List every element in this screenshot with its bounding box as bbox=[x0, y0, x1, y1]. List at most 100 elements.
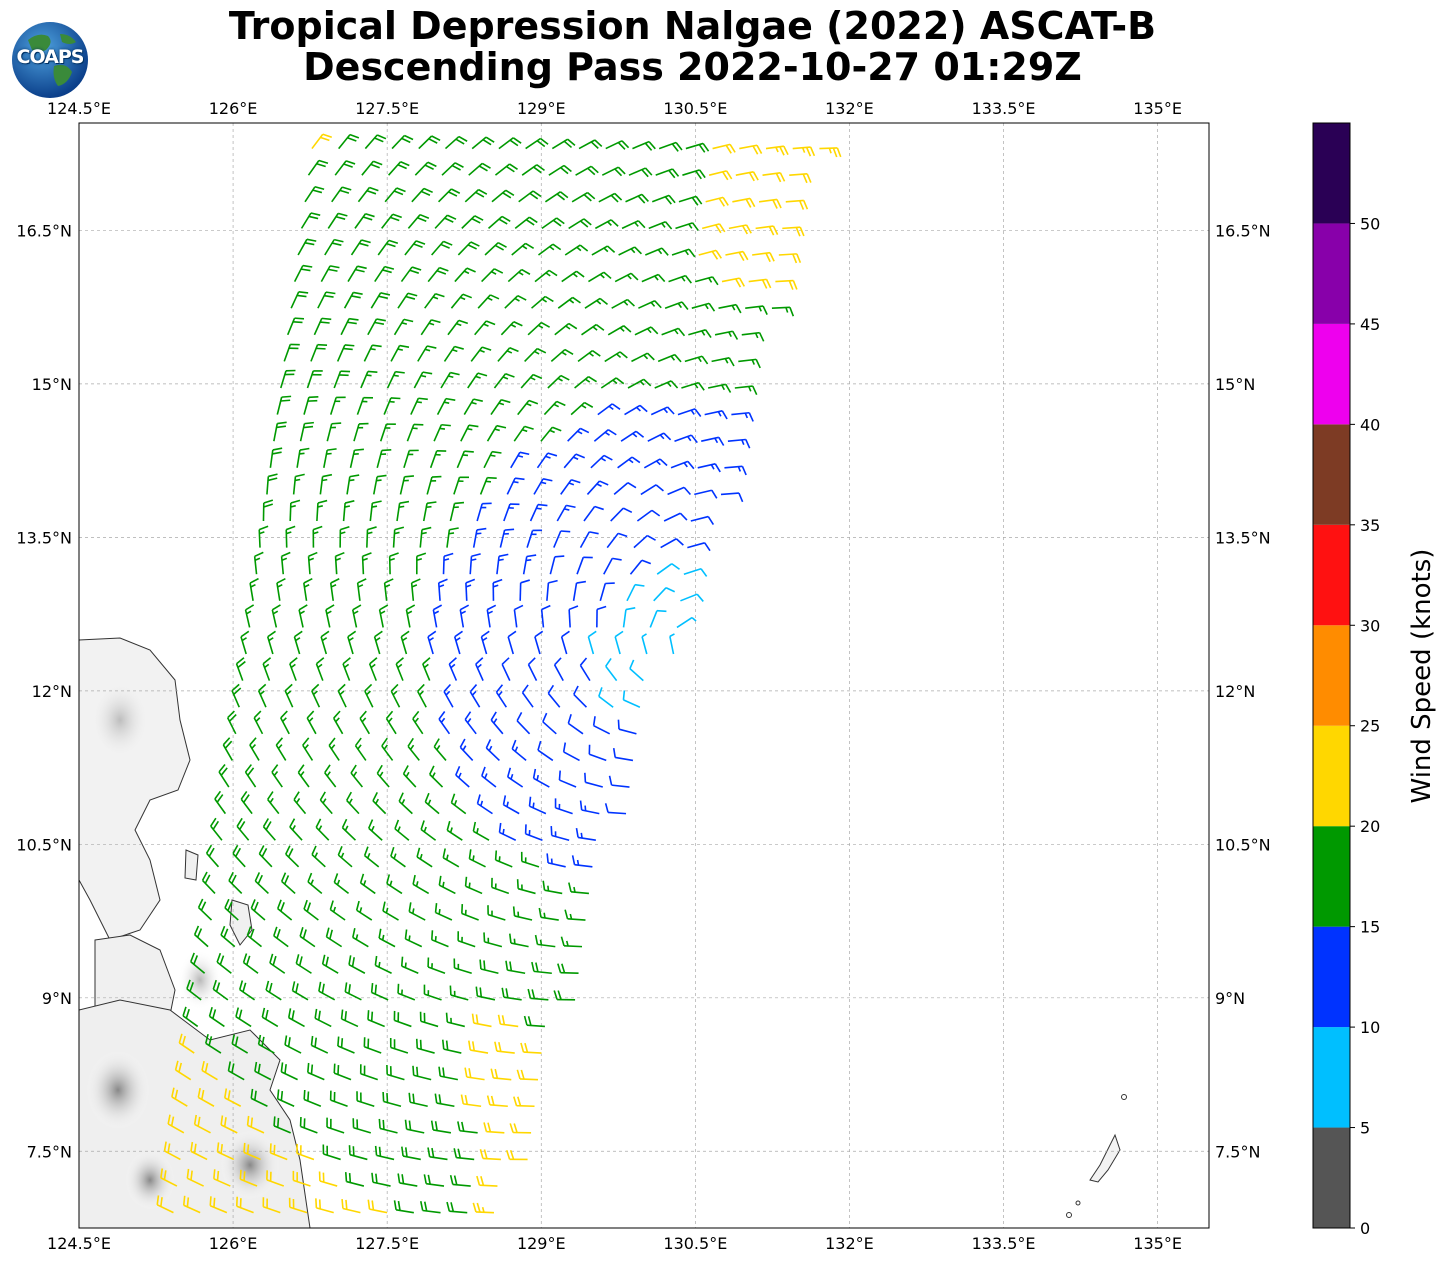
wind-barb bbox=[249, 737, 260, 761]
wind-barb bbox=[212, 979, 229, 1001]
wind-barb bbox=[682, 169, 706, 180]
wind-barb bbox=[506, 477, 525, 495]
wind-barb bbox=[209, 1196, 228, 1214]
wind-barb bbox=[572, 580, 587, 601]
wind-barb bbox=[457, 241, 480, 256]
wind-barb bbox=[731, 411, 754, 422]
wind-barb bbox=[479, 476, 497, 495]
wind-barb bbox=[434, 214, 457, 229]
wind-barb bbox=[470, 346, 492, 362]
wind-barb bbox=[193, 1114, 211, 1134]
wind-barb bbox=[257, 683, 267, 708]
wind-barb bbox=[287, 1008, 305, 1028]
wind-barb bbox=[513, 425, 534, 442]
wind-barb bbox=[524, 824, 543, 841]
wind-barb bbox=[502, 795, 520, 815]
wind-barb bbox=[576, 556, 593, 575]
wind-barb bbox=[762, 172, 786, 183]
wind-barb bbox=[678, 195, 703, 206]
colorbar-segment bbox=[1313, 123, 1350, 224]
wind-barb bbox=[319, 791, 333, 815]
wind-barb bbox=[307, 551, 318, 575]
wind-barb bbox=[284, 1035, 302, 1054]
wind-barb bbox=[629, 659, 644, 682]
logo-text: COAPS bbox=[16, 46, 85, 68]
wind-barb bbox=[483, 932, 503, 948]
wind-barb bbox=[297, 238, 317, 256]
wind-barb bbox=[675, 222, 699, 231]
wind-barb bbox=[390, 683, 401, 708]
wind-barb bbox=[505, 1149, 528, 1161]
wind-barb bbox=[573, 685, 588, 708]
wind-barb bbox=[385, 710, 397, 735]
wind-barb bbox=[568, 882, 589, 895]
wind-barb bbox=[461, 215, 484, 229]
wind-barb bbox=[437, 578, 448, 601]
wind-barb bbox=[395, 657, 404, 681]
lat-tick-label-right: 9°N bbox=[1215, 989, 1245, 1008]
wind-barb bbox=[534, 269, 558, 283]
wind-barb bbox=[721, 277, 746, 288]
wind-barb bbox=[656, 563, 680, 575]
wind-barb bbox=[346, 474, 360, 495]
wind-barb bbox=[352, 1118, 372, 1134]
wind-barb bbox=[383, 397, 401, 415]
wind-barb bbox=[295, 954, 312, 974]
wind-barb bbox=[156, 1195, 174, 1214]
wind-barb bbox=[714, 330, 739, 340]
wind-barb bbox=[575, 827, 596, 842]
wind-barb bbox=[400, 956, 419, 974]
wind-barb bbox=[347, 630, 357, 655]
wind-barb bbox=[481, 268, 504, 283]
wind-barb bbox=[299, 926, 316, 948]
wind-barb bbox=[337, 683, 347, 708]
wind-barb bbox=[617, 456, 641, 469]
wind-barb bbox=[704, 410, 728, 420]
wind-barb bbox=[520, 1042, 542, 1054]
wind-barb bbox=[280, 710, 290, 735]
lat-tick-label-left: 10.5°N bbox=[16, 835, 72, 854]
wind-barb bbox=[663, 512, 688, 522]
wind-barb bbox=[296, 1143, 315, 1161]
wind-barb bbox=[611, 298, 635, 309]
wind-barb bbox=[528, 796, 547, 815]
wind-barb bbox=[785, 199, 809, 210]
wind-barb bbox=[246, 926, 262, 948]
wind-barb bbox=[677, 408, 702, 417]
wind-barb bbox=[422, 501, 437, 522]
wind-barb bbox=[307, 872, 323, 895]
wind-barb bbox=[712, 143, 736, 154]
wind-barb bbox=[420, 820, 437, 841]
wind-barb bbox=[404, 240, 426, 256]
lon-tick-label-bottom: 132°E bbox=[825, 1234, 874, 1253]
wind-barb bbox=[163, 1141, 181, 1161]
wind-barb bbox=[266, 1170, 285, 1187]
wind-barb bbox=[411, 187, 433, 203]
lon-tick-label-bottom: 126°E bbox=[209, 1234, 258, 1253]
wind-barb bbox=[405, 604, 416, 628]
samar-island bbox=[79, 637, 191, 941]
wind-barb bbox=[459, 604, 470, 628]
wind-barb bbox=[607, 325, 632, 336]
wind-barb bbox=[437, 188, 461, 203]
wind-barb bbox=[289, 818, 303, 841]
wind-barb bbox=[588, 744, 607, 762]
colorbar: 0 5 10 15 20 25 30 35 40 45 50 bbox=[1312, 122, 1380, 1238]
wind-barb bbox=[267, 791, 280, 815]
wind-barb bbox=[276, 395, 292, 415]
wind-barb bbox=[360, 370, 378, 389]
wind-barb bbox=[457, 1121, 478, 1134]
wind-barb bbox=[507, 630, 517, 655]
wind-barb bbox=[413, 371, 433, 389]
colorbar-segment bbox=[1313, 323, 1350, 425]
wind-barb bbox=[244, 764, 257, 788]
wind-barb bbox=[342, 500, 355, 522]
wind-barb bbox=[649, 609, 667, 628]
wind-barb bbox=[450, 793, 467, 815]
wind-barb bbox=[427, 266, 449, 283]
wind-barb bbox=[592, 716, 611, 735]
wind-barb bbox=[280, 1062, 298, 1081]
wind-barb bbox=[381, 737, 394, 761]
wind-barb bbox=[293, 791, 307, 815]
wind-barb bbox=[400, 266, 422, 283]
